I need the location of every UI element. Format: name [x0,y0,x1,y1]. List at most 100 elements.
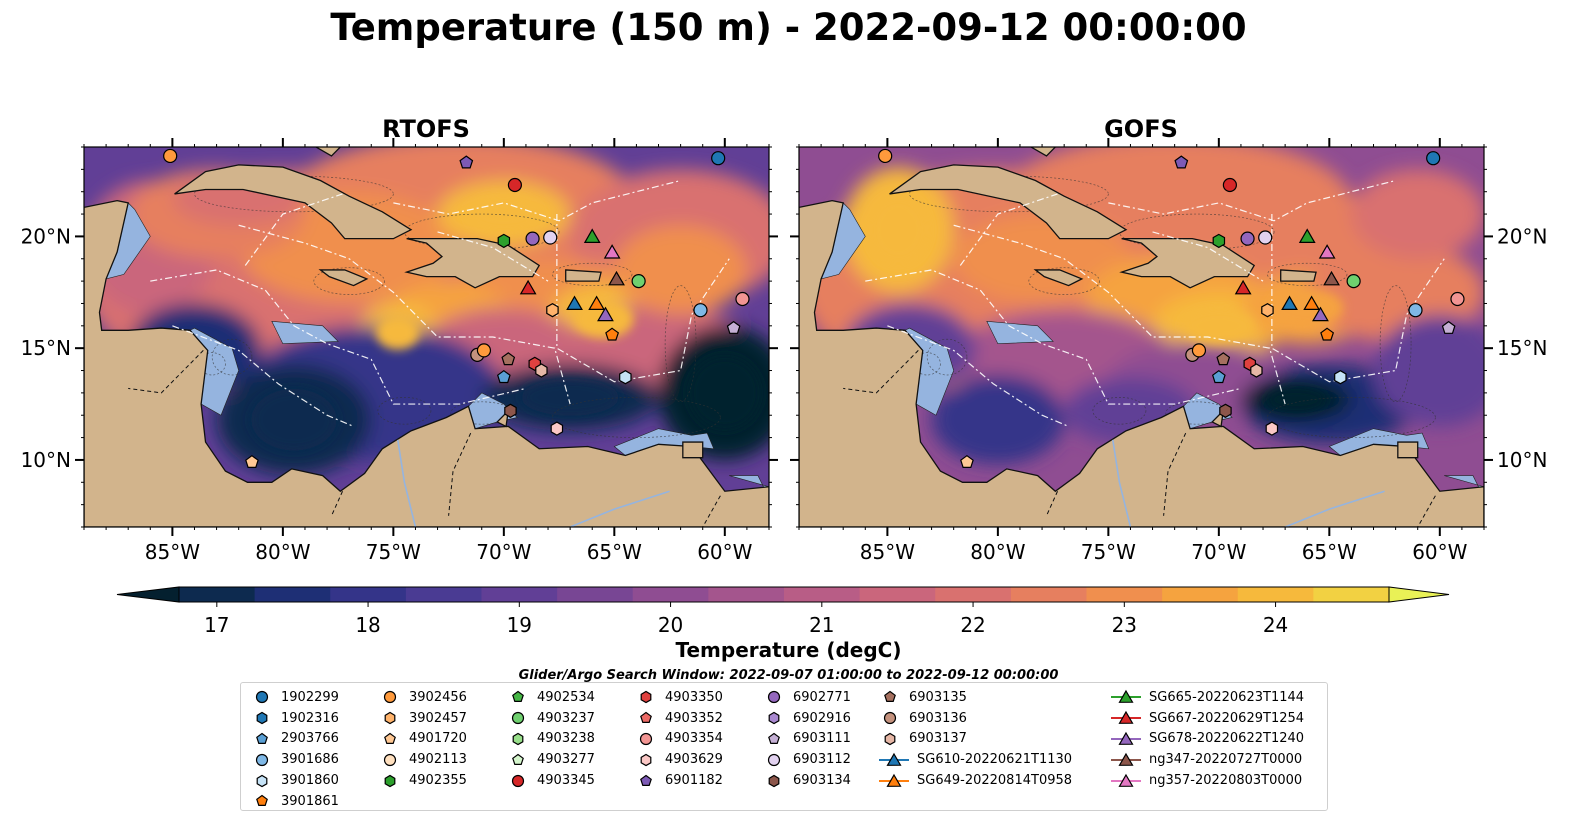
legend-item[interactable]: 4902113 [377,749,467,770]
observation-6903111[interactable] [1441,320,1456,334]
legend-marker-circle[interactable] [511,712,525,725]
legend-item[interactable]: 2903766 [249,729,339,750]
legend-item[interactable]: 4902534 [505,687,595,708]
legend-item[interactable]: 6901182 [633,770,723,791]
observation-6903135[interactable] [1216,352,1231,366]
legend-marker-hexagon[interactable] [256,711,268,725]
observation-3901686[interactable] [1408,303,1423,318]
legend-item[interactable]: 3902456 [377,687,467,708]
legend-marker-hexagon[interactable] [512,732,524,746]
legend-marker-circle[interactable] [767,753,781,766]
observation-4902355[interactable] [1212,233,1226,249]
observation-ng347-20220727T0000[interactable] [1323,270,1340,286]
legend-item[interactable]: 4903352 [633,708,723,729]
legend-marker-circle[interactable] [383,691,397,704]
legend-item[interactable]: SG678-20220622T1240 [1109,729,1304,750]
legend-item[interactable]: 6902771 [761,687,851,708]
legend-item[interactable]: 6903111 [761,729,851,750]
legend-item[interactable]: SG610-20220621T1130 [877,749,1072,770]
observation-SG678-20220622T1240[interactable] [597,306,614,322]
legend-marker-triangle[interactable] [886,752,902,766]
legend-item[interactable]: 6902916 [761,708,851,729]
legend-item[interactable]: ng347-20220727T0000 [1109,749,1304,770]
observation-SG667-20220629T1254[interactable] [1234,279,1252,295]
observation-3901861[interactable] [1320,327,1335,341]
legend-item[interactable]: 6903136 [877,708,1072,729]
legend-item[interactable]: SG667-20220629T1254 [1109,708,1304,729]
observation-SG649-20220814T0958[interactable] [588,295,606,310]
legend-marker-circle[interactable] [639,732,653,746]
observation-6903137[interactable] [535,363,548,378]
rtofs-map[interactable] [84,136,791,527]
observation-4903345[interactable] [507,177,522,193]
legend-marker-pentagon[interactable] [512,691,524,703]
legend-marker-hexagon[interactable] [384,774,396,787]
observation-ng357-20220803T0000[interactable] [603,244,621,259]
legend-marker-triangle[interactable] [1118,752,1134,766]
legend-marker-circle[interactable] [511,774,525,787]
observation-ng357-20220803T0000[interactable] [1318,244,1336,259]
legend-marker-hexagon[interactable] [768,774,780,787]
observation-SG610-20220621T1130[interactable] [1281,295,1298,310]
observation-3901860[interactable] [619,370,632,385]
legend-item[interactable]: 4903277 [505,749,595,770]
legend-marker-hexagon[interactable] [256,774,268,787]
observation-6903112[interactable] [1258,230,1273,245]
legend-item[interactable]: 4903238 [505,729,595,750]
legend-marker-triangle[interactable] [1118,690,1134,704]
legend-item[interactable]: 4903629 [633,749,723,770]
observation-6903134[interactable] [1219,403,1232,418]
legend-item[interactable]: 6903112 [761,749,851,770]
legend-marker-hexagon[interactable] [884,732,896,746]
gofs-map[interactable] [799,136,1506,527]
observation-SG649-20220814T0958[interactable] [1303,295,1321,310]
observation-SG665-20220623T1144[interactable] [583,228,601,243]
observation-6903112[interactable] [543,230,558,245]
observation-6903137[interactable] [1250,363,1263,378]
observation-6901182[interactable] [1174,155,1189,169]
observation-3902456[interactable] [1191,343,1207,358]
observation-4903237[interactable] [631,274,646,289]
observation-2903766[interactable] [1211,369,1226,384]
observation-SG667-20220629T1254[interactable] [519,279,537,295]
legend-marker-pentagon[interactable] [884,691,896,703]
legend-marker-triangle[interactable] [886,773,902,787]
observation-4903629[interactable] [550,421,564,436]
observation-SG665-20220623T1144[interactable] [1298,228,1316,243]
observation-3902456[interactable] [476,343,492,358]
observation-4903354[interactable] [735,291,750,307]
legend-marker-triangle[interactable] [1118,731,1134,745]
observation-6903135[interactable] [501,352,516,366]
observation-3902457[interactable] [546,303,559,318]
legend-marker-circle[interactable] [383,753,397,766]
observation-4903345[interactable] [1222,177,1237,193]
legend-marker-hexagon[interactable] [384,711,396,725]
legend-item[interactable]: 4903345 [505,770,595,791]
legend-item[interactable]: ng357-20220803T0000 [1109,770,1304,791]
observation-3901686[interactable] [693,303,708,318]
legend-marker-circle[interactable] [767,691,781,704]
observation-ng347-20220727T0000[interactable] [608,270,625,286]
legend-item[interactable]: 6903135 [877,687,1072,708]
legend-marker-hexagon[interactable] [640,753,652,766]
observation-4903354[interactable] [1450,291,1465,307]
legend-marker-pentagon[interactable] [256,795,268,807]
observation-1902299[interactable] [1426,151,1441,166]
observation-3902456[interactable] [163,148,178,164]
observation-6903134[interactable] [504,403,517,418]
legend-marker-pentagon[interactable] [640,711,652,724]
legend-item[interactable]: 4901720 [377,729,467,750]
legend-item[interactable]: 3901686 [249,749,339,770]
observation-4902355[interactable] [497,233,511,249]
observation-SG610-20220621T1130[interactable] [566,295,583,310]
observation-1902299[interactable] [711,151,726,166]
legend-item[interactable]: 6903134 [761,770,851,791]
observation-6901182[interactable] [459,155,474,169]
observation-4903629[interactable] [1265,421,1279,436]
legend-marker-pentagon[interactable] [512,753,524,765]
legend-marker-triangle[interactable] [1118,773,1134,787]
legend-marker-hexagon[interactable] [640,691,652,704]
observation-6902771[interactable] [525,231,540,246]
legend-marker-pentagon[interactable] [256,732,268,744]
legend-item[interactable]: SG665-20220623T1144 [1109,687,1304,708]
